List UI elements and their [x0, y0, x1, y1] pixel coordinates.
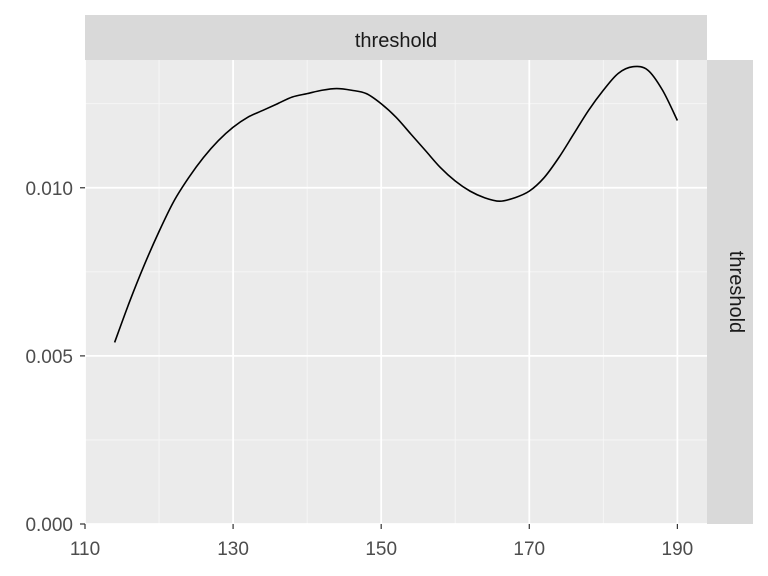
x-tick-label: 110 — [70, 539, 100, 560]
y-tick-label: 0.000 — [25, 515, 73, 536]
density-line — [113, 65, 679, 343]
x-tick-label: 130 — [217, 539, 249, 560]
x-axis: 110 130 150 170 190 — [70, 524, 693, 560]
facet-strip-right-label: threshold — [725, 251, 747, 333]
y-tick-label: 0.005 — [25, 347, 73, 368]
facet-strip-right — [707, 60, 753, 524]
facet-strip-top — [85, 15, 707, 60]
x-tick-label: 190 — [662, 539, 694, 560]
facet-strip-top-label: threshold — [355, 30, 437, 52]
y-axis: 0.000 0.005 0.010 — [25, 179, 85, 536]
series-layer — [113, 65, 679, 343]
x-tick-label: 170 — [513, 539, 545, 560]
minor-gridlines — [85, 60, 707, 524]
y-tick-label: 0.010 — [25, 179, 73, 200]
plot-panel — [85, 60, 707, 524]
major-gridlines — [84, 60, 707, 525]
x-tick-label: 150 — [365, 539, 397, 560]
